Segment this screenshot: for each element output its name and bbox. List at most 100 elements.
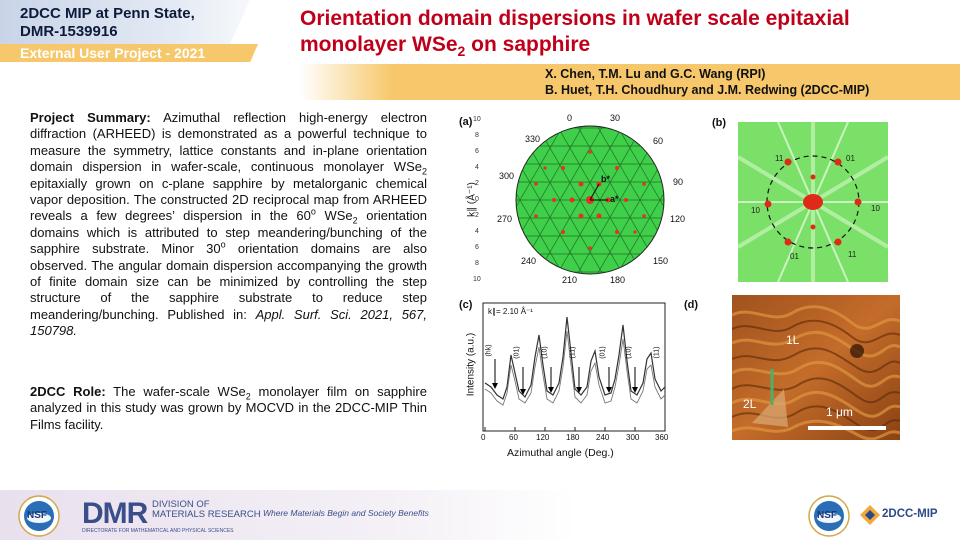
svg-text:6: 6 <box>475 244 479 251</box>
nsf-seal-icon <box>808 495 850 537</box>
dmr-division-text: DIVISION OF MATERIALS RESEARCH <box>152 500 261 520</box>
figure-d-label: (d) <box>684 299 699 311</box>
nsf-logo-text: NSF <box>27 510 47 521</box>
vector-b-label: b* <box>601 174 610 184</box>
dmr-logo: DMR <box>82 497 148 530</box>
xtick-60: 60 <box>509 433 518 442</box>
dmr-line2: MATERIALS RESEARCH <box>152 509 261 520</box>
angle-240: 240 <box>521 256 537 266</box>
angle-150: 150 <box>653 256 669 266</box>
svg-text:4: 4 <box>475 164 479 171</box>
spot-label-01-top: 01 <box>846 154 855 163</box>
authors-line2: B. Huet, T.H. Choudhury and J.M. Redwing… <box>545 83 870 97</box>
figure-c-label: (c) <box>459 299 473 311</box>
role-text: monolayer film on sapphire analyzed in t… <box>30 384 427 432</box>
peak-label-01b: (01) <box>599 346 607 359</box>
badge-stripe <box>0 44 258 62</box>
xtick-300: 300 <box>626 433 640 442</box>
dmr-directorate: DIRECTORATE FOR MATHEMATICAL AND PHYSICA… <box>82 528 234 534</box>
project-summary: Project Summary: Azimuthal reflection hi… <box>30 110 427 340</box>
angle-90: 90 <box>673 177 684 187</box>
diffraction-pattern <box>738 122 888 282</box>
svg-text:6: 6 <box>475 148 479 155</box>
angle-330: 330 <box>525 134 541 144</box>
svg-text:0: 0 <box>475 196 479 203</box>
title-part3: on sapphire <box>465 33 591 56</box>
summary-text: orientation domains which is attributed … <box>30 208 427 257</box>
summary-citation: Appl. Surf. Sci. 2021, 567, 150798. <box>30 306 427 339</box>
svg-text:4: 4 <box>475 228 479 235</box>
badge-project-type: External User Project - 2021 <box>20 45 206 61</box>
nsf-seal-icon <box>18 495 60 537</box>
xtick-240: 240 <box>596 433 610 442</box>
authors-band <box>300 64 960 100</box>
peak-label-11: (11) <box>569 346 577 359</box>
figure-c-inset: k∥= 2.10 Å⁻¹ <box>488 307 533 316</box>
nsf-logo-right: NSF <box>808 495 850 537</box>
badge-award-number: DMR-1539916 <box>20 23 118 40</box>
summary-text: orientation domains are also observed. T… <box>30 241 427 322</box>
role-text: The wafer-scale WSe <box>105 384 246 399</box>
spot-label-11-top: 11 <box>775 154 784 163</box>
dcc-role: 2DCC Role: The wafer-scale WSe2 monolaye… <box>30 384 427 433</box>
summary-sup: o <box>220 239 226 250</box>
summary-sup: o <box>310 207 316 218</box>
title-subscript: 2 <box>457 43 466 60</box>
figure-a: (a) k∥ (Å⁻¹) <box>455 108 700 288</box>
afm-label-1l: 1L <box>786 333 800 347</box>
summary-text: epitaxially grown on c-plane sapphire by… <box>30 175 427 224</box>
dmr-line1: DIVISION OF <box>152 499 210 510</box>
peak-label-hk: (hk) <box>485 344 493 357</box>
summary-text: Azimuthal reflection high-energy electro… <box>30 110 427 175</box>
angle-120: 120 <box>670 214 686 224</box>
title-part2: monolayer WSe <box>300 33 458 56</box>
angle-180: 180 <box>610 275 626 285</box>
summary-sub: 2 <box>421 166 427 177</box>
reciprocal-map: 10 8 6 4 2 0 2 4 6 8 10 <box>473 116 665 283</box>
spot-label-10-left: 10 <box>751 206 760 215</box>
title-part1: Orientation domain dispersions in wafer … <box>300 7 850 30</box>
footer-tagline: Where Materials Begin and Society Benefi… <box>263 508 429 518</box>
afm-scalebar-label: 1 μm <box>826 405 853 419</box>
authors: X. Chen, T.M. Lu and G.C. Wang (RPI) B. … <box>545 66 869 98</box>
svg-text:2: 2 <box>475 212 479 219</box>
afm-image <box>732 295 900 440</box>
svg-text:10: 10 <box>473 276 481 283</box>
svg-text:10: 10 <box>473 116 481 123</box>
vector-a-label: a* <box>610 194 619 204</box>
xtick-120: 120 <box>536 433 550 442</box>
summary-text: WSe <box>315 208 353 224</box>
angle-30: 30 <box>610 113 621 123</box>
svg-text:2: 2 <box>475 180 479 187</box>
figure-b: (b) 11 01 10 10 01 11 <box>708 112 888 287</box>
nsf-logo-left: NSF <box>18 495 60 537</box>
svg-text:8: 8 <box>475 132 479 139</box>
page-title: Orientation domain dispersions in wafer … <box>300 6 950 64</box>
peak-label-11b: (11) <box>653 346 661 359</box>
spot-label-10-right: 10 <box>871 204 880 213</box>
authors-line1: X. Chen, T.M. Lu and G.C. Wang (RPI) <box>545 67 766 81</box>
angle-0: 0 <box>567 113 573 123</box>
nsf-logo-text: NSF <box>817 510 837 521</box>
peak-label-10: (10) <box>541 346 549 359</box>
badge-institution: 2DCC MIP at Penn State, <box>20 5 195 22</box>
figure-c: (c) Intensity (a.u.) k∥= 2.10 Å⁻¹ (hk) (… <box>455 295 677 465</box>
afm-label-2l: 2L <box>743 397 757 411</box>
svg-text:8: 8 <box>475 260 479 267</box>
peak-label-10b: (10) <box>625 346 633 359</box>
spot-label-11-bottom: 11 <box>848 250 857 259</box>
spot-label-01-bottom: 01 <box>790 252 799 261</box>
figure-d: (d) 1L 2L 1 μm <box>680 295 900 450</box>
xtick-360: 360 <box>655 433 669 442</box>
figure-c-xlabel: Azimuthal angle (Deg.) <box>507 447 614 459</box>
figure-b-label: (b) <box>712 117 727 129</box>
role-heading: 2DCC Role: <box>30 384 106 399</box>
figure-a-label: (a) <box>459 116 473 128</box>
angle-60: 60 <box>653 136 664 146</box>
xtick-180: 180 <box>566 433 580 442</box>
cmip-logo-text: 2DCC-MIP <box>882 508 938 520</box>
angle-300: 300 <box>499 171 515 181</box>
summary-heading: Project Summary: <box>30 110 151 125</box>
xtick-0: 0 <box>481 433 486 442</box>
role-sub: 2 <box>245 391 251 402</box>
